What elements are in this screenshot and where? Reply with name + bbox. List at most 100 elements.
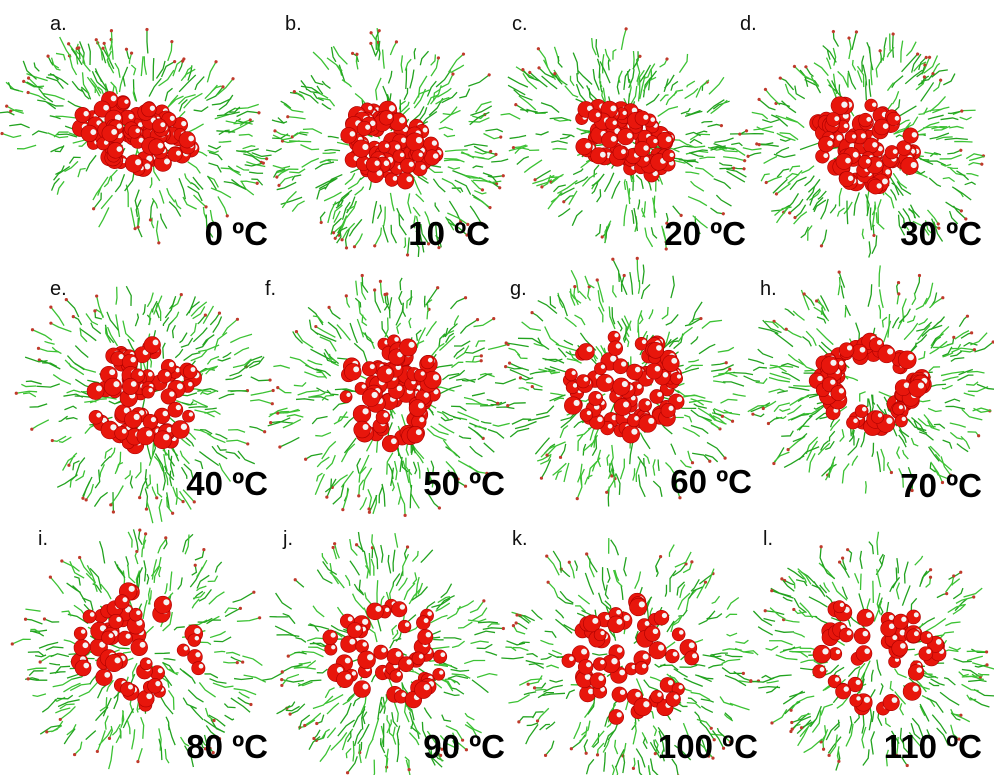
lipid-chain — [653, 481, 662, 497]
water — [564, 397, 582, 415]
water — [666, 692, 681, 707]
lipid-chain — [393, 550, 395, 572]
water — [362, 362, 376, 376]
lipid-chain — [968, 432, 979, 436]
panel-letter: g. — [510, 278, 527, 300]
head-group — [325, 496, 328, 499]
lipid-chain — [213, 196, 232, 215]
lipid-chain — [684, 415, 691, 422]
lipid-chain — [459, 87, 469, 100]
water — [895, 415, 907, 427]
lipid-chain — [790, 173, 806, 194]
head-group — [327, 306, 330, 309]
lipid-chain — [968, 159, 981, 170]
lipid-chain — [75, 346, 88, 358]
water-h — [886, 418, 892, 424]
water-h — [878, 413, 882, 417]
lipid-chain — [57, 475, 77, 487]
lipid-chain — [116, 463, 123, 472]
lipid-chain — [859, 229, 867, 239]
water-h — [657, 692, 661, 696]
lipid-chain — [880, 683, 883, 694]
lipid-chain — [535, 438, 549, 454]
lipid-chain — [83, 481, 90, 496]
water — [854, 628, 870, 644]
head-group — [286, 115, 290, 119]
lipid-chain — [392, 625, 397, 635]
lipid-chain — [180, 451, 189, 464]
lipid-chain — [9, 121, 30, 132]
water — [96, 669, 113, 686]
lipid-chain — [135, 551, 138, 564]
head-group — [623, 274, 626, 277]
lipid-chain — [662, 307, 668, 319]
lipid-chain — [28, 652, 44, 656]
lipid-chain — [510, 363, 529, 370]
lipid-chain — [273, 365, 289, 368]
water — [83, 610, 96, 623]
lipid-chain — [547, 556, 559, 575]
lipid-chain — [112, 724, 120, 735]
lipid-chain — [474, 190, 486, 195]
lipid-chain — [900, 703, 904, 715]
lipid-chain — [953, 588, 963, 599]
lipid-chain — [226, 452, 240, 459]
lipid-chain — [300, 144, 319, 151]
lipid-chain — [973, 408, 992, 411]
lipid-chain — [94, 492, 107, 506]
water-h — [634, 416, 639, 421]
water-h — [866, 612, 872, 618]
lipid-chain — [919, 318, 928, 324]
lipid-chain — [578, 435, 583, 451]
head-group — [530, 311, 533, 314]
lipid-chain — [550, 680, 563, 682]
head-group — [570, 747, 573, 750]
water-h — [817, 376, 822, 381]
water-h — [419, 654, 424, 659]
water-h — [908, 354, 914, 360]
water-h — [617, 712, 622, 717]
water — [813, 665, 826, 678]
head-group — [918, 274, 921, 277]
water-h — [624, 615, 630, 621]
head-group — [480, 359, 483, 362]
lipid-chain — [685, 85, 698, 102]
lipid-chain — [343, 489, 349, 510]
lipid-chain — [442, 374, 459, 380]
lipid-chain — [150, 309, 153, 325]
water-h — [917, 667, 923, 673]
water-h — [362, 642, 367, 647]
lipid-chain — [678, 327, 692, 342]
water-h — [109, 369, 115, 375]
lipid-chain — [198, 345, 219, 352]
lipid-chain — [457, 601, 473, 610]
water — [892, 640, 908, 656]
lipid-chain — [100, 464, 104, 477]
lipid-chain — [730, 125, 747, 139]
lipid-chain — [633, 468, 635, 480]
lipid-chain — [444, 692, 460, 695]
head-group — [941, 296, 944, 299]
lipid-chain — [960, 113, 972, 122]
head-group — [145, 28, 149, 32]
water-h — [131, 381, 137, 387]
water-h — [587, 411, 591, 415]
lipid-chain — [165, 87, 173, 102]
lipid-chain — [398, 483, 401, 505]
water — [115, 595, 129, 609]
lipid-chain — [412, 551, 418, 562]
lipid-chain — [926, 577, 931, 587]
water — [627, 364, 643, 380]
lipid-chain — [830, 204, 836, 214]
lipid-chain — [893, 317, 899, 328]
lipid-chain — [977, 384, 994, 389]
water — [144, 337, 161, 354]
water — [839, 628, 853, 642]
lipid-chain — [157, 214, 171, 229]
water — [855, 405, 868, 418]
lipid-chain — [365, 739, 373, 759]
lipid-chain — [340, 703, 351, 724]
lipid-chain — [409, 318, 411, 328]
lipid-chain — [649, 765, 650, 775]
lipid-chain — [64, 729, 75, 744]
